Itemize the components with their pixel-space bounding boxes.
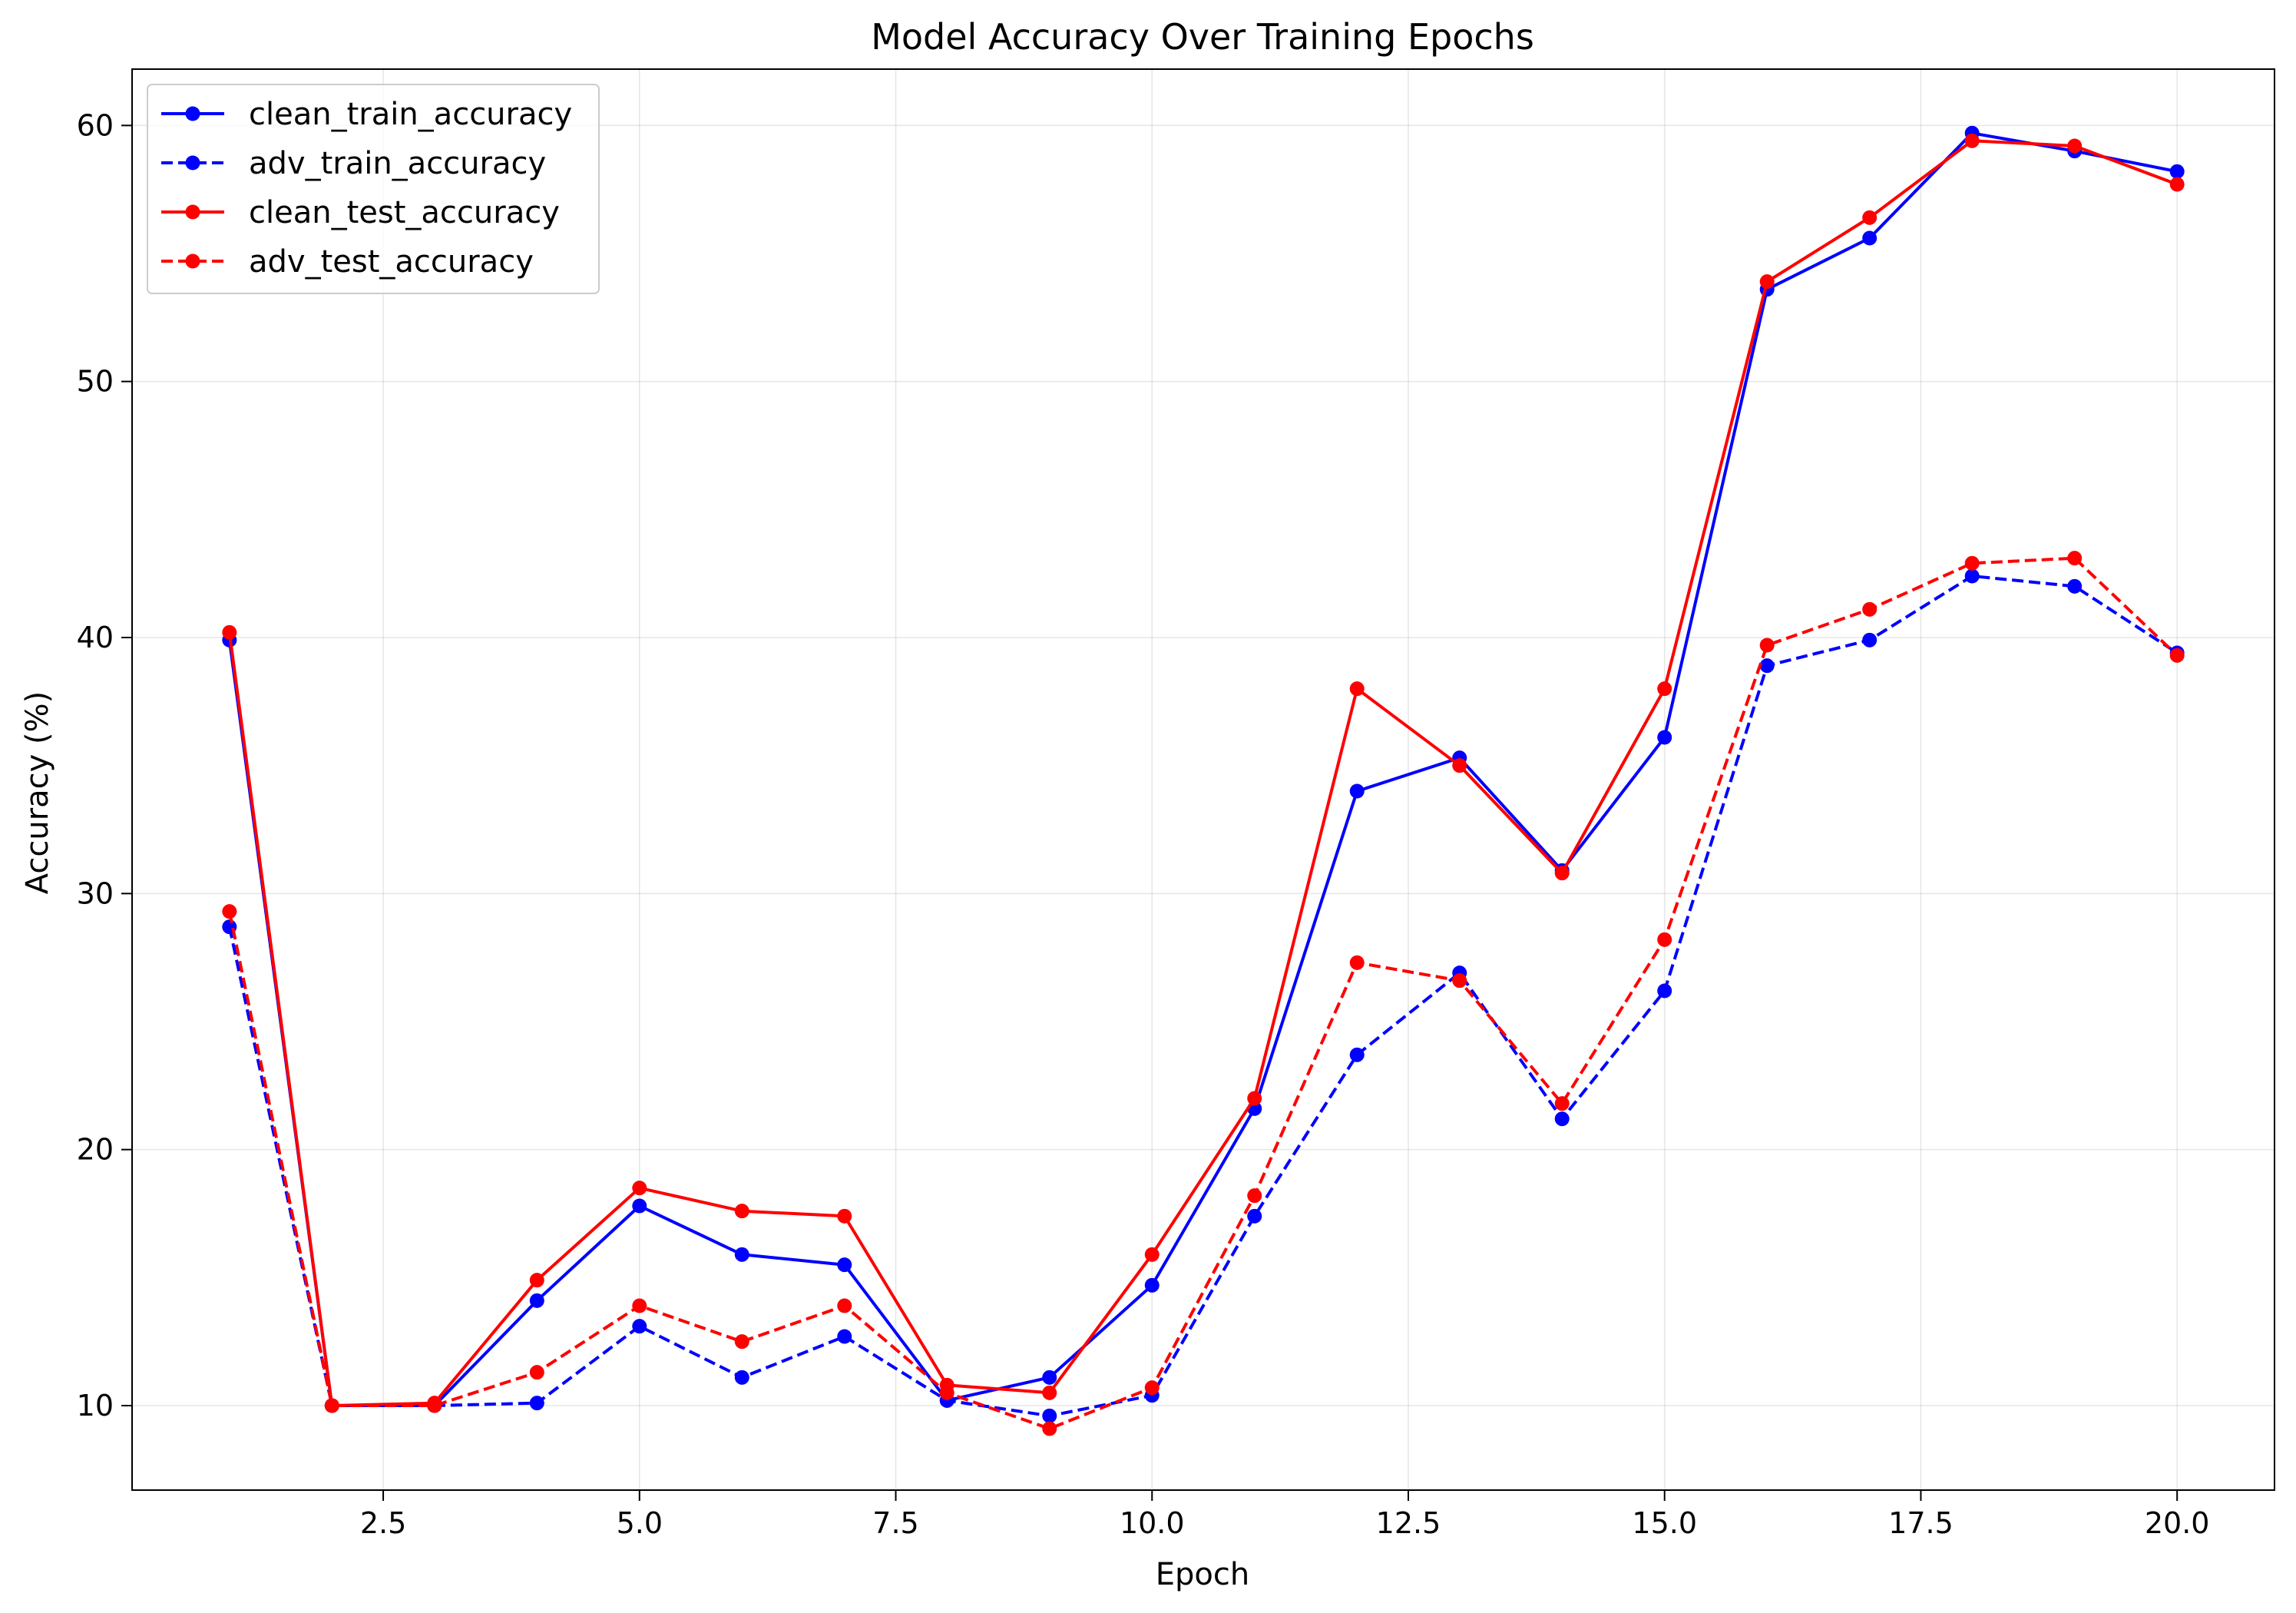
data-point [1964, 555, 1980, 571]
data-point [632, 1319, 647, 1334]
data-point [1862, 230, 1877, 246]
legend-box [147, 84, 600, 294]
data-point [2169, 177, 2185, 192]
data-point [529, 1273, 544, 1288]
series-lines [222, 125, 2185, 1436]
data-point [2067, 551, 2083, 566]
x-tick-label: 17.5 [1888, 1506, 1954, 1540]
legend: clean_train_accuracy adv_train_accuracycl… [147, 84, 600, 294]
data-point [222, 624, 237, 640]
plot-frame [131, 68, 2275, 1491]
data-point [632, 1198, 647, 1214]
data-point [1554, 866, 1570, 881]
legend-marker [185, 204, 200, 220]
data-point [1349, 681, 1365, 697]
data-point [939, 1385, 954, 1400]
data-point [837, 1329, 852, 1344]
x-tick-label: 12.5 [1376, 1506, 1441, 1540]
data-point [427, 1398, 442, 1413]
series-clean_test_accuracy [222, 133, 2185, 1413]
legend-entry: adv_test_accuracy [249, 244, 534, 280]
x-tick-label: 10.0 [1120, 1506, 1185, 1540]
data-point [1144, 1380, 1160, 1396]
y-tick-label: 10 [77, 1389, 114, 1423]
data-point [222, 904, 237, 919]
data-point [1759, 638, 1775, 653]
legend-marker [185, 106, 200, 121]
data-point [1862, 210, 1877, 225]
data-point [1349, 955, 1365, 970]
data-point [632, 1181, 647, 1196]
data-point [1657, 681, 1672, 697]
data-point [734, 1370, 749, 1385]
data-point [529, 1293, 544, 1308]
legend-entry: clean_test_accuracy [249, 195, 560, 230]
data-point [1554, 1096, 1570, 1111]
series-line [227, 139, 2178, 1407]
series-line [227, 556, 2179, 1430]
x-tick-label: 7.5 [872, 1506, 918, 1540]
axes: 2.5 5.0 7.5 10.0 12.5 15.0 17.5 20.0 10 20 30 40 50 6… [77, 108, 2210, 1540]
x-tick-label: 20.0 [2145, 1506, 2210, 1540]
data-point [529, 1396, 544, 1411]
data-point [1452, 973, 1467, 989]
data-point [1247, 1091, 1262, 1106]
data-point [734, 1204, 749, 1219]
data-point [734, 1247, 749, 1262]
data-point [837, 1298, 852, 1313]
data-point [2169, 648, 2185, 663]
data-point [2067, 138, 2083, 154]
data-point [1657, 932, 1672, 947]
y-tick-label: 40 [77, 621, 114, 654]
data-point [1247, 1188, 1262, 1204]
data-point [529, 1365, 544, 1380]
data-point [1964, 568, 1980, 584]
y-tick-label: 30 [77, 876, 114, 910]
x-tick-label: 2.5 [360, 1506, 406, 1540]
series-line [227, 131, 2178, 1407]
data-point [837, 1208, 852, 1224]
data-point [1657, 730, 1672, 745]
data-point [1042, 1385, 1057, 1400]
data-point [1862, 632, 1877, 648]
y-axis-label: Accuracy (%) [20, 691, 55, 895]
data-point [2067, 578, 2083, 594]
x-tick-label: 5.0 [617, 1506, 663, 1540]
data-point [1964, 133, 1980, 148]
data-point [1144, 1247, 1160, 1262]
data-point [1349, 783, 1365, 799]
data-point [1759, 274, 1775, 290]
y-tick-label: 20 [77, 1133, 114, 1167]
data-point [1144, 1277, 1160, 1293]
legend-marker [185, 253, 200, 269]
y-tick-label: 60 [77, 108, 114, 142]
legend-entry: adv_train_accuracy [249, 146, 546, 181]
data-point [1759, 658, 1775, 674]
data-point [1657, 983, 1672, 999]
legend-entry: clean_train_accuracy [249, 97, 572, 132]
y-tick-label: 50 [77, 365, 114, 399]
series-line [227, 575, 2179, 1418]
x-axis-label: Epoch [1156, 1557, 1249, 1592]
chart-title: Model Accuracy Over Training Epochs [871, 16, 1534, 58]
data-point [1862, 601, 1877, 617]
series-adv_test_accuracy [222, 551, 2185, 1436]
data-point [1349, 1047, 1365, 1062]
x-tick-label: 15.0 [1632, 1506, 1697, 1540]
data-point [2169, 164, 2185, 179]
legend-marker [185, 155, 200, 171]
data-point [632, 1298, 647, 1313]
data-point [1042, 1370, 1057, 1385]
data-point [1247, 1208, 1262, 1224]
data-point [1554, 1111, 1570, 1127]
data-point [1452, 758, 1467, 773]
data-point [1042, 1408, 1057, 1423]
data-point [324, 1398, 339, 1413]
data-point [1042, 1421, 1057, 1436]
data-point [734, 1334, 749, 1350]
data-point [837, 1257, 852, 1273]
